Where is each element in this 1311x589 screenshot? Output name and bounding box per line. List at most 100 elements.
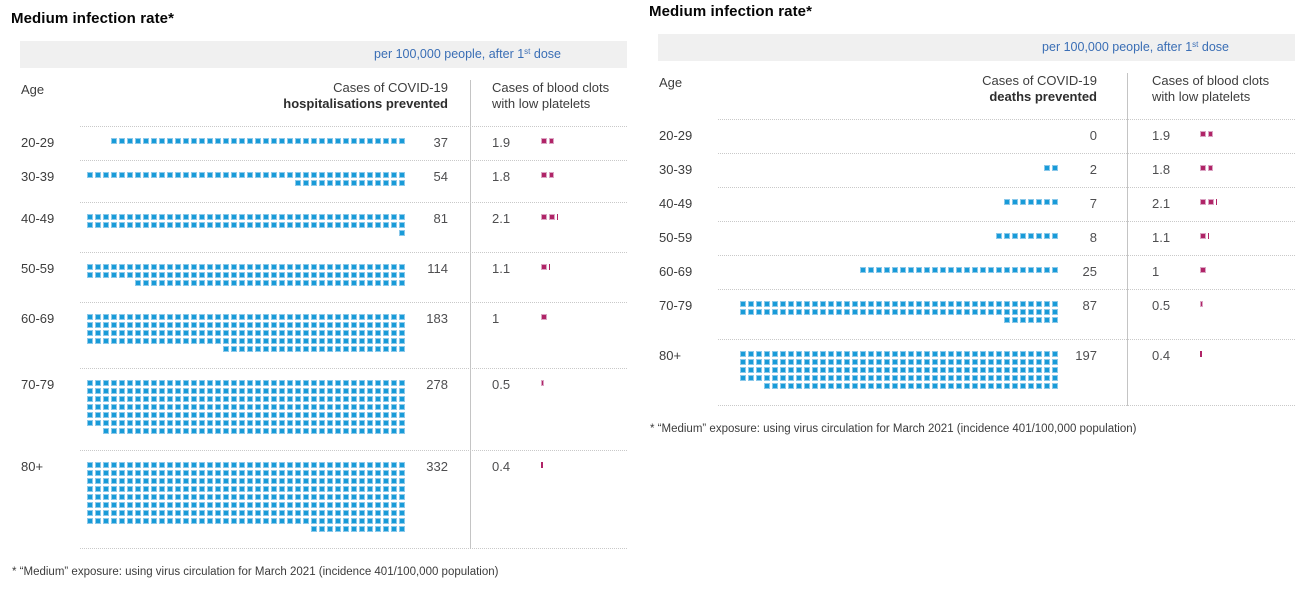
benefit-unit-square	[287, 404, 293, 410]
benefit-unit-square	[119, 420, 125, 426]
benefit-unit-square	[255, 396, 261, 402]
benefit-unit-square	[367, 222, 373, 228]
benefit-unit-square	[87, 222, 93, 228]
benefit-unit-square	[127, 462, 133, 468]
benefit-unit-square	[191, 172, 197, 178]
benefit-unit-square	[255, 462, 261, 468]
benefit-unit-square	[279, 470, 285, 476]
benefit-unit-square	[199, 428, 205, 434]
benefit-unit-square	[135, 330, 141, 336]
benefit-unit-square	[199, 264, 205, 270]
benefit-unit-square	[391, 346, 397, 352]
waffle-row	[76, 214, 405, 220]
benefit-unit-square	[271, 412, 277, 418]
benefit-unit-square	[359, 346, 365, 352]
benefit-unit-square	[295, 412, 301, 418]
benefit-unit-square	[1036, 199, 1042, 205]
benefit-unit-square	[231, 214, 237, 220]
benefit-unit-square	[223, 470, 229, 476]
benefit-unit-square	[359, 396, 365, 402]
benefit-unit-square	[399, 330, 405, 336]
benefit-unit-square	[231, 346, 237, 352]
benefit-unit-square	[111, 322, 117, 328]
benefit-unit-square	[335, 388, 341, 394]
benefit-unit-square	[391, 396, 397, 402]
benefit-unit-square	[215, 264, 221, 270]
benefit-unit-square	[359, 380, 365, 386]
benefit-unit-square	[327, 380, 333, 386]
benefit-unit-square	[223, 138, 229, 144]
benefit-unit-square	[868, 383, 874, 389]
benefit-unit-square	[956, 301, 962, 307]
benefit-unit-square	[119, 380, 125, 386]
benefit-unit-square	[375, 388, 381, 394]
benefit-unit-square	[764, 359, 770, 365]
benefit-unit-square	[207, 280, 213, 286]
benefit-unit-square	[1052, 233, 1058, 239]
benefit-unit-square	[788, 309, 794, 315]
benefit-unit-square	[279, 510, 285, 516]
benefit-unit-square	[103, 494, 109, 500]
benefit-unit-square	[191, 214, 197, 220]
benefit-unit-square	[399, 322, 405, 328]
benefit-unit-square	[311, 380, 317, 386]
benefit-unit-square	[1044, 383, 1050, 389]
benefit-unit-square	[828, 383, 834, 389]
benefit-unit-square	[295, 486, 301, 492]
benefit-unit-square	[103, 510, 109, 516]
risk-waffle	[1200, 267, 1208, 273]
benefit-unit-square	[167, 396, 173, 402]
benefit-unit-square	[1012, 359, 1018, 365]
benefit-unit-square	[151, 388, 157, 394]
benefit-unit-square	[239, 388, 245, 394]
benefit-unit-square	[263, 280, 269, 286]
benefit-unit-square	[95, 388, 101, 394]
benefit-unit-square	[303, 322, 309, 328]
benefit-unit-square	[263, 404, 269, 410]
benefit-unit-square	[327, 396, 333, 402]
benefit-unit-square	[199, 322, 205, 328]
waffle-row	[714, 301, 1058, 307]
benefit-unit-square	[391, 478, 397, 484]
benefit-unit-square	[836, 375, 842, 381]
benefit-unit-square	[279, 404, 285, 410]
benefit-unit-square	[335, 420, 341, 426]
benefit-unit-square	[119, 470, 125, 476]
benefit-unit-square	[175, 138, 181, 144]
benefit-unit-square	[343, 494, 349, 500]
benefit-unit-square	[1052, 267, 1058, 273]
benefit-unit-square	[311, 428, 317, 434]
benefit-unit-square	[367, 420, 373, 426]
risk-waffle	[1200, 301, 1205, 307]
benefit-unit-square	[319, 388, 325, 394]
benefit-unit-square	[1036, 375, 1042, 381]
benefit-unit-square	[1028, 301, 1034, 307]
benefit-unit-square	[335, 222, 341, 228]
benefit-unit-square	[996, 367, 1002, 373]
benefit-unit-square	[143, 388, 149, 394]
benefit-unit-square	[103, 404, 109, 410]
benefit-unit-square	[908, 309, 914, 315]
benefit-unit-square	[127, 396, 133, 402]
benefit-unit-square	[892, 267, 898, 273]
benefit-unit-square	[772, 375, 778, 381]
benefit-unit-square	[772, 351, 778, 357]
benefit-unit-square	[319, 478, 325, 484]
benefit-unit-square	[159, 404, 165, 410]
benefit-unit-square	[255, 380, 261, 386]
benefit-unit-square	[247, 314, 253, 320]
benefit-unit-square	[964, 301, 970, 307]
benefit-unit-square	[796, 375, 802, 381]
age-label: 60-69	[659, 264, 693, 279]
benefit-unit-square	[756, 301, 762, 307]
benefit-unit-square	[127, 412, 133, 418]
benefit-unit-square	[383, 388, 389, 394]
benefit-unit-square	[303, 470, 309, 476]
benefit-unit-square	[860, 351, 866, 357]
benefit-waffle	[76, 264, 405, 288]
benefit-unit-square	[343, 222, 349, 228]
benefit-unit-square	[1052, 309, 1058, 315]
benefit-unit-square	[231, 404, 237, 410]
benefit-unit-square	[151, 264, 157, 270]
benefit-unit-square	[303, 272, 309, 278]
